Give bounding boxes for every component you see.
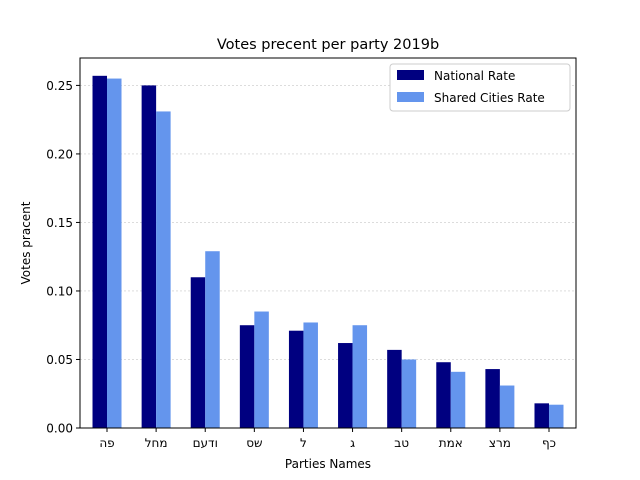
bar-shared-cities-rate [450, 371, 466, 428]
bar-shared-cities-rate [107, 78, 122, 429]
bar-national-rate [92, 75, 108, 428]
legend-swatch-shared-cities-rate [397, 92, 424, 102]
x-tick-label: כף [542, 436, 556, 450]
x-tick-label: שס [246, 436, 262, 450]
bar-shared-cities-rate [254, 311, 269, 428]
y-tick-label: 0.20 [46, 147, 73, 161]
chart-title: Votes precent per party 2019b [217, 37, 439, 53]
bar-shared-cities-rate [156, 111, 171, 428]
legend-label-national-rate: National Rate [434, 69, 515, 83]
bar-national-rate [436, 362, 451, 428]
bar-shared-cities-rate [303, 322, 318, 428]
bar-national-rate [387, 349, 402, 428]
y-tick-label: 0.15 [46, 216, 73, 230]
y-tick-label: 0.05 [46, 353, 73, 367]
x-tick-label: ל [300, 436, 307, 450]
y-tick-label: 0.25 [46, 79, 73, 93]
bar-national-rate [485, 369, 500, 428]
x-tick-label: מרצ [489, 436, 511, 450]
bar-shared-cities-rate [548, 404, 564, 428]
x-axis-label: Parties Names [285, 457, 371, 471]
bar-national-rate [288, 330, 304, 428]
bar-shared-cities-rate [352, 325, 368, 428]
bar-national-rate [338, 343, 353, 428]
y-axis-label: Votes pracent [19, 201, 33, 284]
x-tick-label: אמת [439, 436, 463, 450]
bar-national-rate [534, 403, 549, 428]
y-tick-label: 0.10 [46, 284, 73, 298]
x-tick-label: פה [99, 436, 114, 450]
x-tick-label: מחל [145, 436, 168, 450]
bar-shared-cities-rate [205, 251, 220, 428]
bar-national-rate [141, 85, 157, 428]
x-tick-label: ג [350, 436, 355, 450]
legend-label-shared-cities-rate: Shared Cities Rate [434, 91, 545, 105]
x-tick-label: ודעם [193, 436, 218, 450]
plot-frame [79, 57, 577, 429]
bar-shared-cities-rate [499, 385, 515, 428]
x-tick-label: טב [394, 436, 409, 450]
legend-swatch-national-rate [397, 70, 424, 80]
bars [92, 75, 564, 429]
bar-national-rate [190, 277, 206, 428]
y-axis: 0.00 0.05 0.10 0.15 0.20 0.25 [46, 79, 80, 436]
bar-national-rate [239, 325, 255, 428]
y-tick-label: 0.00 [46, 422, 73, 436]
legend: National Rate Shared Cities Rate [389, 63, 571, 112]
legend-box [389, 63, 571, 112]
x-axis: פה מחל ודעם שס ל ג טב אמת מרצ כף [99, 428, 556, 450]
bar-shared-cities-rate [401, 359, 417, 428]
